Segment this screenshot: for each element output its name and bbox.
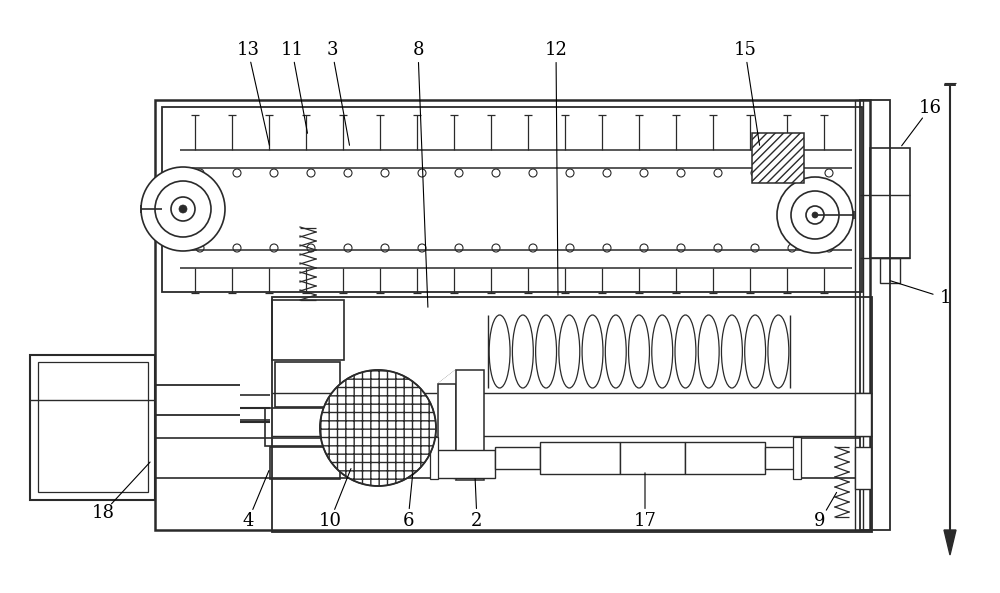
Bar — [685, 442, 765, 474]
Bar — [272, 300, 344, 360]
Bar — [495, 447, 540, 469]
Polygon shape — [438, 370, 456, 480]
Bar — [265, 408, 345, 446]
Bar — [155, 100, 870, 530]
Text: 18: 18 — [92, 504, 114, 522]
Circle shape — [806, 206, 824, 224]
Text: 15: 15 — [734, 41, 756, 59]
Text: 11: 11 — [280, 41, 304, 59]
Bar — [435, 450, 495, 478]
Circle shape — [320, 370, 436, 486]
Text: 1: 1 — [939, 289, 951, 307]
Bar — [272, 297, 872, 532]
Bar — [430, 437, 438, 479]
Bar — [870, 148, 910, 258]
Bar — [540, 442, 620, 474]
Circle shape — [141, 167, 225, 251]
Circle shape — [777, 177, 853, 253]
Bar — [765, 447, 795, 469]
Polygon shape — [944, 530, 956, 555]
Bar — [38, 362, 148, 492]
Circle shape — [171, 197, 195, 221]
Bar — [860, 100, 890, 530]
Bar — [30, 355, 155, 500]
Bar — [855, 100, 863, 530]
Circle shape — [791, 191, 839, 239]
Bar — [855, 393, 871, 436]
Bar — [793, 437, 801, 479]
Circle shape — [812, 212, 818, 218]
Bar — [275, 362, 340, 407]
Circle shape — [155, 181, 211, 237]
Text: 9: 9 — [814, 512, 826, 530]
Text: 6: 6 — [402, 512, 414, 530]
Bar — [880, 258, 900, 283]
Circle shape — [179, 205, 187, 213]
Text: 3: 3 — [326, 41, 338, 59]
Bar — [270, 447, 340, 479]
Text: 10: 10 — [318, 512, 342, 530]
Bar — [752, 133, 804, 183]
Text: 8: 8 — [412, 41, 424, 59]
Text: 2: 2 — [471, 512, 483, 530]
Bar — [456, 370, 484, 480]
Bar — [438, 384, 456, 466]
Text: 17: 17 — [634, 512, 656, 530]
Text: 4: 4 — [242, 512, 254, 530]
Bar — [620, 442, 685, 474]
Text: 16: 16 — [918, 99, 942, 117]
Text: 13: 13 — [237, 41, 260, 59]
Text: 12: 12 — [545, 41, 567, 59]
Bar — [855, 447, 871, 489]
Bar — [162, 107, 862, 292]
